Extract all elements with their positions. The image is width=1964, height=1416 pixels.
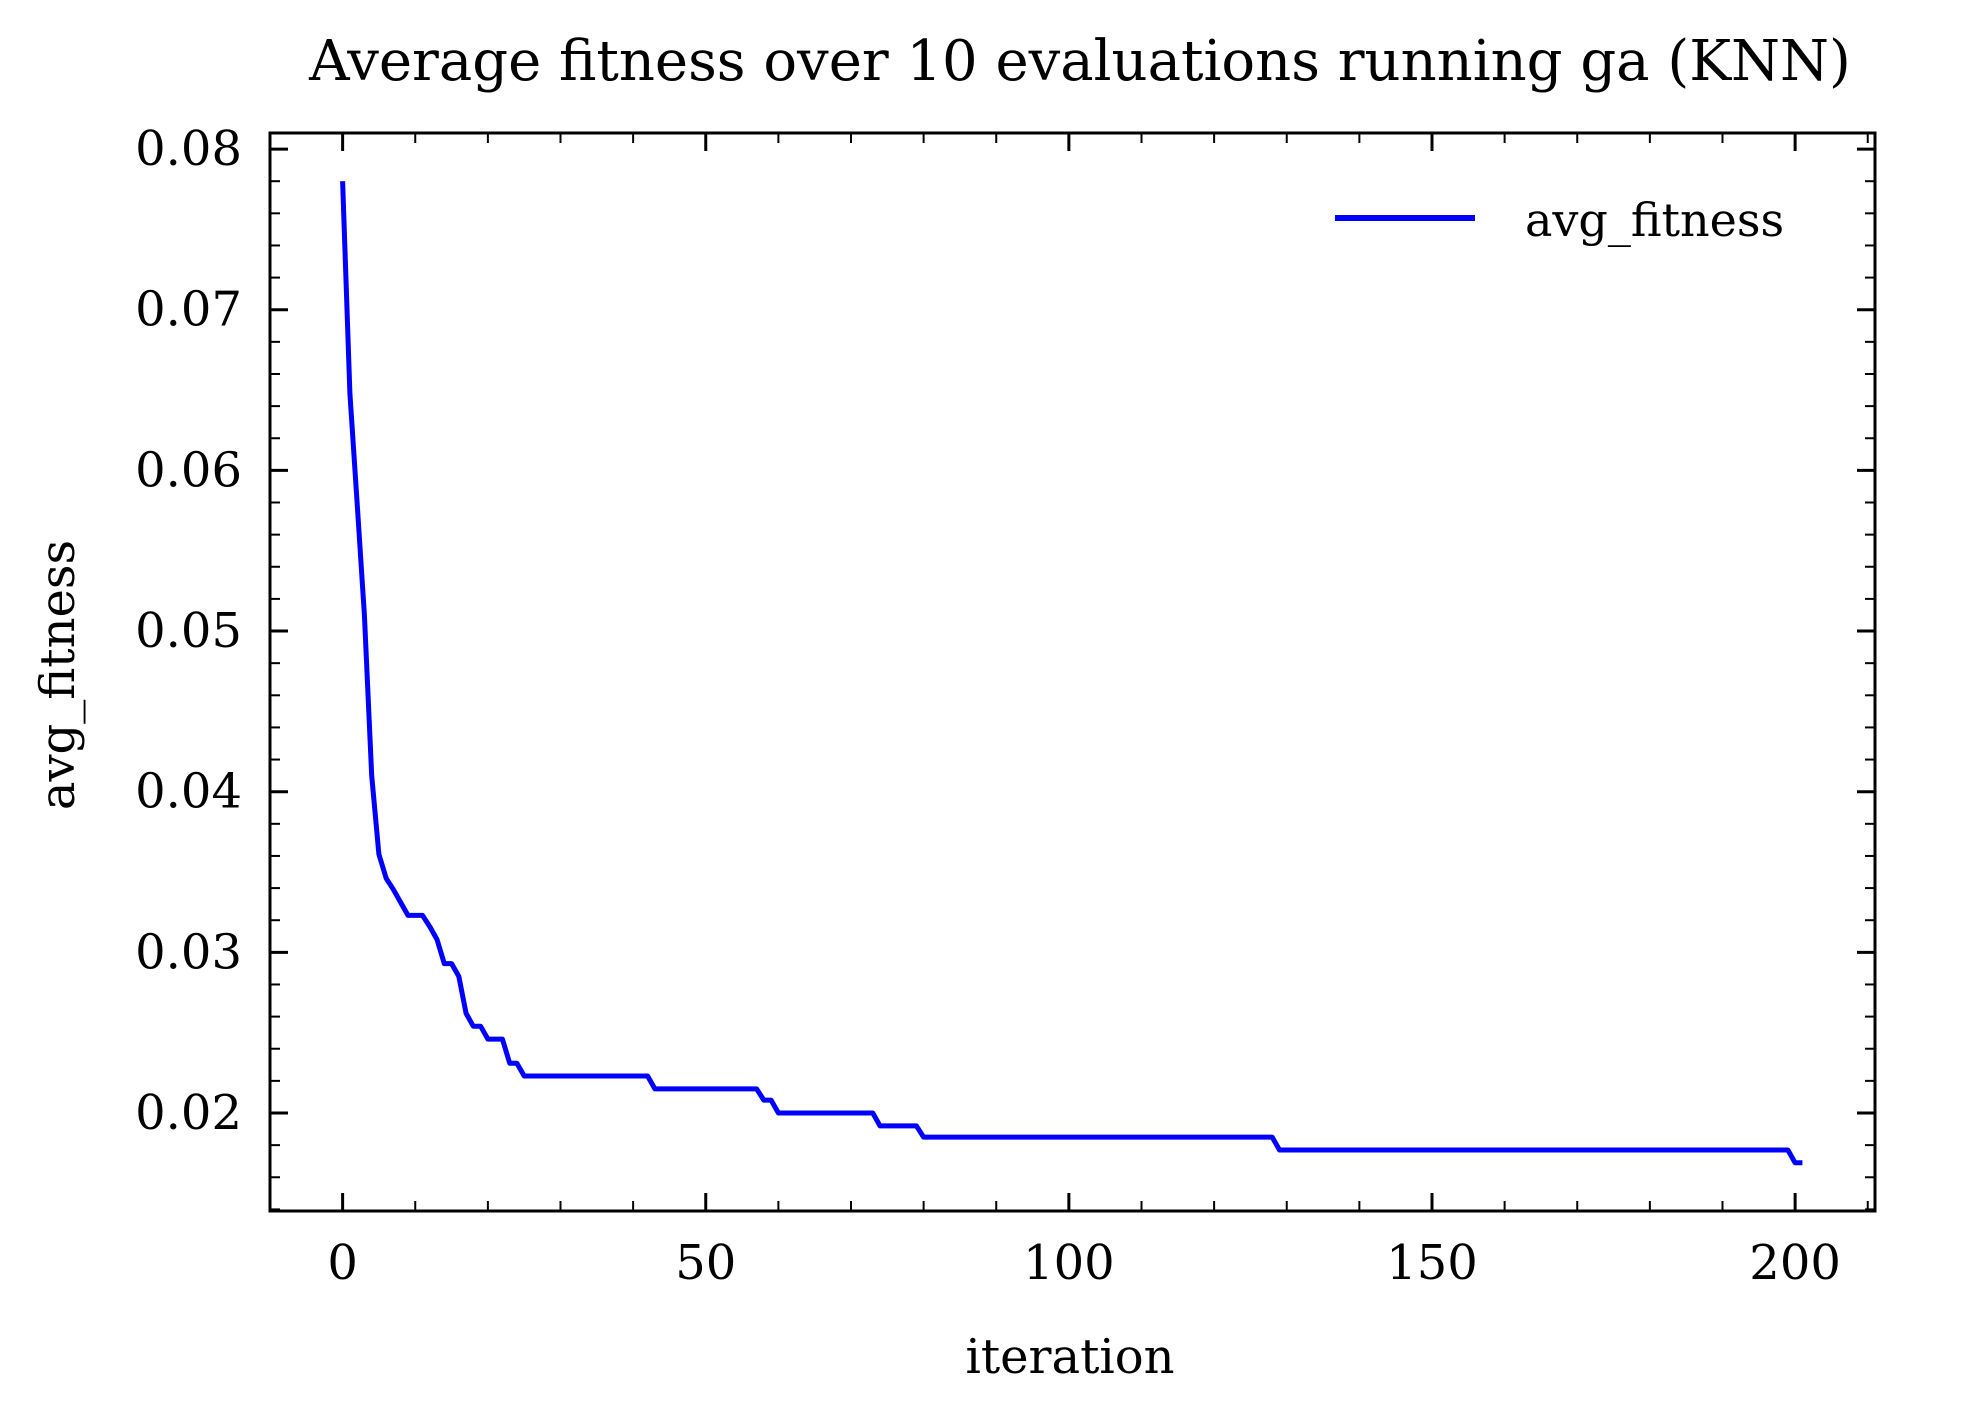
y-tick-label: 0.05 <box>135 603 242 659</box>
x-tick-label: 0 <box>327 1235 358 1291</box>
series-line-avg-fitness <box>340 181 1803 1166</box>
x-tick-label: 150 <box>1386 1235 1478 1291</box>
chart-title: Average fitness over 10 evaluations runn… <box>308 29 1851 94</box>
y-axis-label: avg_fitness <box>30 540 86 810</box>
x-tick-label: 100 <box>1023 1235 1115 1291</box>
y-tick-label: 0.08 <box>135 121 242 177</box>
legend-label-avg-fitness: avg_fitness <box>1525 193 1784 247</box>
y-tick-label: 0.03 <box>135 924 242 980</box>
y-tick-label: 0.06 <box>135 442 242 498</box>
y-tick-label: 0.04 <box>135 764 242 820</box>
plot-area: 0 50 100 150 200 0.02 0.03 0.04 0.05 0.06 0.07 0.08 <box>135 121 1877 1291</box>
legend: avg_fitness <box>1335 193 1784 247</box>
x-axis-label: iteration <box>965 1329 1174 1385</box>
x-tick-label: 50 <box>675 1235 736 1291</box>
x-tick-label: 200 <box>1749 1235 1841 1291</box>
plot-frame <box>268 131 1877 1213</box>
y-tick-label: 0.02 <box>135 1085 242 1141</box>
y-tick-label: 0.07 <box>135 282 242 338</box>
